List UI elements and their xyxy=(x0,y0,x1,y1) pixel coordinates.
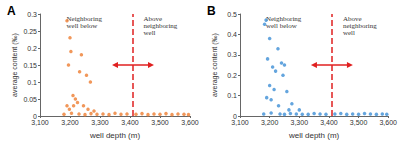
svg-text:Above: Above xyxy=(143,14,163,23)
svg-text:3,500: 3,500 xyxy=(151,119,169,126)
svg-text:0.3: 0.3 xyxy=(27,11,37,18)
svg-text:well below: well below xyxy=(67,22,99,30)
svg-text:3,200: 3,200 xyxy=(61,119,79,126)
svg-text:3,500: 3,500 xyxy=(350,119,368,126)
svg-text:neighboring: neighboring xyxy=(143,21,178,30)
svg-text:3,400: 3,400 xyxy=(121,119,139,126)
svg-text:0.25: 0.25 xyxy=(23,28,37,35)
svg-text:0.05: 0.05 xyxy=(23,96,37,103)
svg-text:0.15: 0.15 xyxy=(23,62,37,69)
svg-text:well: well xyxy=(144,29,156,37)
svg-text:0.5: 0.5 xyxy=(227,11,237,18)
svg-text:neighboring: neighboring xyxy=(343,21,377,30)
svg-text:3,100: 3,100 xyxy=(31,119,49,126)
svg-text:Above: Above xyxy=(343,14,362,23)
svg-text:3,300: 3,300 xyxy=(91,119,109,126)
svg-text:0.2: 0.2 xyxy=(27,45,37,52)
svg-text:0.4: 0.4 xyxy=(227,31,237,38)
svg-text:3,100: 3,100 xyxy=(231,119,249,126)
svg-text:0: 0 xyxy=(33,112,37,120)
svg-text:0.2: 0.2 xyxy=(227,72,237,79)
svg-text:3,400: 3,400 xyxy=(320,119,338,126)
svg-text:average content (‰): average content (‰) xyxy=(11,33,19,97)
svg-text:Neighboring: Neighboring xyxy=(66,14,102,23)
svg-text:B: B xyxy=(207,4,216,18)
svg-text:3,600: 3,600 xyxy=(181,119,199,126)
svg-text:0: 0 xyxy=(233,112,237,120)
svg-text:well depth (m): well depth (m) xyxy=(89,131,141,140)
svg-text:average content (‰): average content (‰) xyxy=(211,33,219,97)
svg-text:A: A xyxy=(7,4,16,18)
svg-text:Neighboring: Neighboring xyxy=(266,14,302,23)
svg-text:0.3: 0.3 xyxy=(227,51,237,58)
svg-text:0.1: 0.1 xyxy=(27,79,37,86)
svg-text:3,600: 3,600 xyxy=(379,119,397,126)
svg-text:3,300: 3,300 xyxy=(291,119,309,126)
svg-text:well depth (m): well depth (m) xyxy=(288,131,340,140)
svg-text:well: well xyxy=(343,29,355,37)
svg-text:0.1: 0.1 xyxy=(227,92,237,99)
svg-text:3,200: 3,200 xyxy=(261,119,279,126)
svg-text:well below: well below xyxy=(266,22,298,30)
